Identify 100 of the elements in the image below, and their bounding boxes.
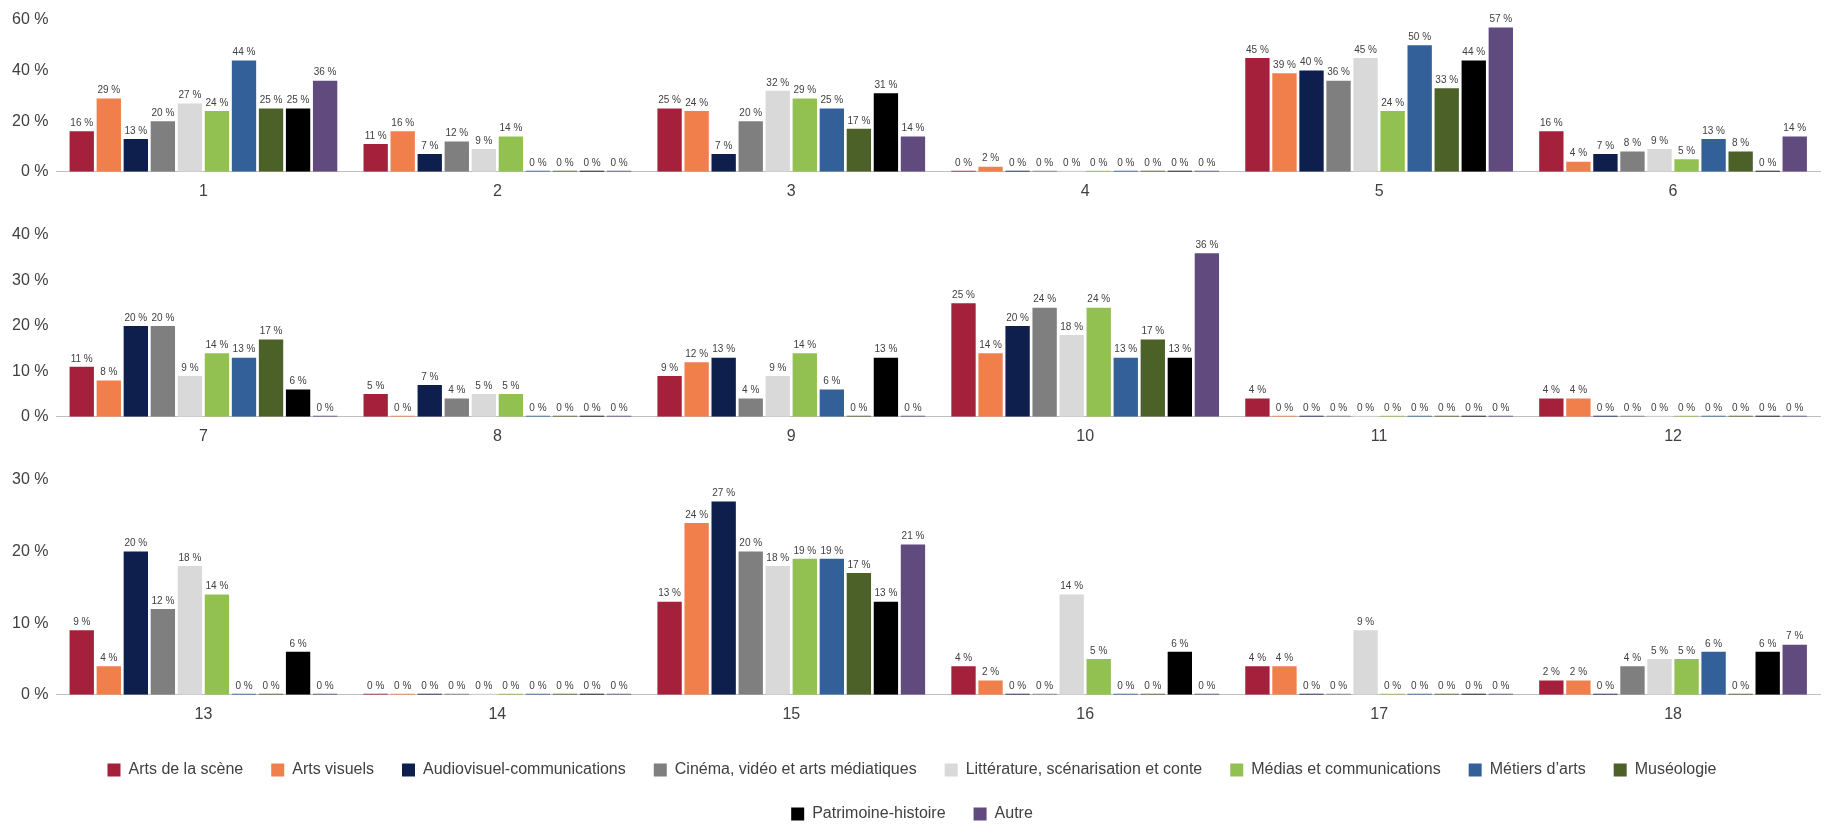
data-label: 36 % (1195, 238, 1219, 250)
data-label: 45 % (1354, 43, 1378, 55)
data-label: 0 % (448, 679, 466, 691)
x-tick-label: 13 (194, 704, 213, 722)
bar (1407, 45, 1432, 172)
bar (1620, 151, 1645, 172)
bar (738, 551, 763, 695)
bar (69, 630, 94, 695)
data-label: 0 % (556, 401, 574, 413)
data-label: 5 % (475, 379, 493, 391)
bar (69, 366, 94, 417)
data-label: 12 % (685, 348, 709, 360)
data-label: 9 % (181, 361, 199, 373)
bar (177, 375, 203, 417)
data-label: 7 % (715, 139, 733, 151)
bar (792, 98, 817, 172)
bar (1566, 161, 1591, 172)
data-label: 24 % (205, 96, 229, 108)
bar (1674, 159, 1699, 172)
data-label: 0 % (1492, 401, 1510, 413)
bar (285, 108, 311, 172)
data-label: 44 % (1462, 46, 1486, 58)
data-label: 4 % (1275, 651, 1294, 663)
bar (363, 143, 388, 172)
bar (150, 325, 176, 417)
data-label: 0 % (556, 679, 574, 691)
data-label: 25 % (820, 94, 844, 106)
data-label: 13 % (232, 343, 256, 355)
data-label: 7 % (421, 139, 439, 151)
data-label: 0 % (1384, 401, 1402, 413)
bar (498, 394, 524, 417)
data-label: 0 % (1438, 679, 1456, 691)
y-tick-label: 40 % (12, 225, 49, 243)
data-label: 24 % (685, 96, 709, 108)
data-label: 7 % (1596, 139, 1615, 151)
data-label: 0 % (1732, 401, 1750, 413)
bar (1593, 154, 1618, 172)
x-tick-label: 7 (198, 426, 208, 444)
x-tick-label: 6 (1668, 181, 1678, 199)
data-label: 0 % (1650, 401, 1669, 413)
data-label: 25 % (952, 288, 976, 300)
data-label: 9 % (1650, 134, 1669, 146)
data-label: 20 % (124, 311, 148, 323)
bar (657, 108, 682, 172)
data-label: 14 % (1060, 580, 1084, 592)
data-label: 24 % (1033, 293, 1057, 305)
x-tick-label: 15 (782, 704, 801, 722)
data-label: 20 % (1006, 311, 1030, 323)
data-label: 25 % (286, 94, 310, 106)
data-label: 0 % (1465, 401, 1483, 413)
data-label: 24 % (1087, 293, 1111, 305)
bar (1326, 80, 1351, 172)
data-label: 17 % (1141, 325, 1165, 337)
data-label: 8 % (1732, 137, 1750, 149)
data-label: 4 % (1542, 384, 1561, 396)
x-tick-label: 1 (198, 181, 208, 199)
data-label: 4 % (1623, 651, 1642, 663)
bar (1782, 644, 1807, 695)
data-label: 16 % (1539, 117, 1563, 129)
data-label: 0 % (583, 156, 601, 168)
data-label: 7 % (1786, 630, 1804, 642)
y-tick-label: 10 % (12, 361, 49, 379)
data-label: 4 % (1248, 651, 1267, 663)
data-label: 4 % (954, 651, 973, 663)
bar (951, 303, 976, 417)
bar (1086, 659, 1111, 695)
y-tick-label: 30 % (12, 470, 49, 488)
bar (123, 551, 148, 695)
x-tick-label: 16 (1076, 704, 1095, 722)
data-label: 0 % (1063, 156, 1081, 168)
bar (657, 375, 682, 417)
data-label: 14 % (205, 580, 229, 592)
data-label: 24 % (1381, 96, 1405, 108)
data-label: 6 % (1171, 637, 1189, 649)
data-label: 13 % (712, 343, 736, 355)
bar (1005, 325, 1030, 417)
bar (738, 398, 763, 417)
y-tick-label: 0 % (20, 162, 49, 180)
data-label: 24 % (685, 508, 709, 520)
bar (765, 375, 790, 417)
data-label: 0 % (1008, 156, 1027, 168)
data-label: 20 % (151, 311, 175, 323)
data-label: 0 % (316, 679, 334, 691)
data-label: 5 % (1090, 644, 1108, 656)
bar (1353, 57, 1378, 172)
bar (1113, 357, 1138, 417)
data-label: 0 % (529, 679, 547, 691)
data-label: 7 % (421, 370, 439, 382)
data-label: 13 % (874, 343, 898, 355)
data-label: 17 % (847, 558, 871, 570)
bar (1032, 307, 1057, 417)
legend-label: Audiovisuel-communications (423, 760, 626, 778)
bar (231, 357, 257, 417)
data-label: 29 % (793, 84, 817, 96)
bar (258, 339, 284, 417)
x-tick-label: 4 (1080, 181, 1090, 199)
data-label: 20 % (124, 537, 148, 549)
bar (978, 680, 1003, 695)
y-tick-label: 30 % (12, 270, 49, 288)
data-label: 40 % (1300, 56, 1324, 68)
